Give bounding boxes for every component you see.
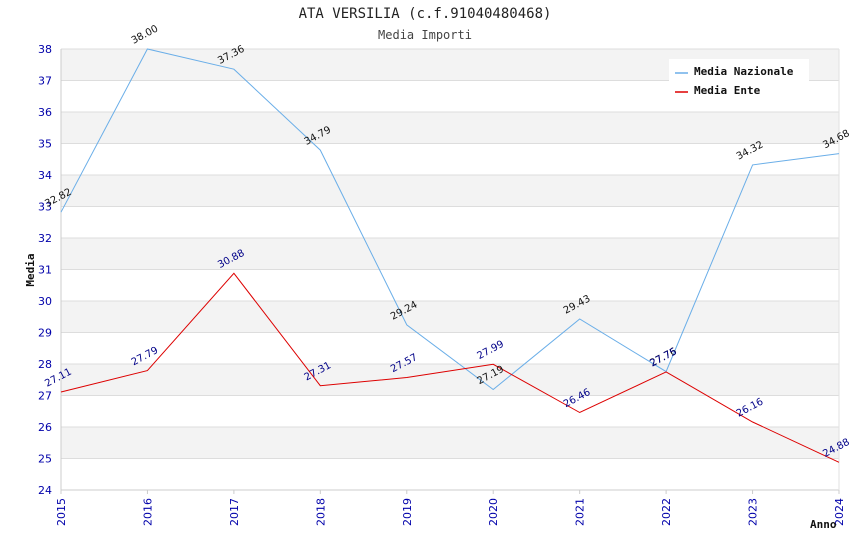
x-tick-label: 2024 <box>833 498 846 526</box>
grid-band <box>61 112 839 144</box>
background-bands <box>61 49 839 459</box>
y-tick-label: 24 <box>38 484 52 497</box>
x-tick-label: 2022 <box>660 498 673 526</box>
x-tick-label: 2023 <box>747 498 760 526</box>
x-tick-labels: 2015 2016 2017 2018 2019 2020 2021 2022 2023 2024 <box>55 498 846 526</box>
grid-band <box>61 364 839 396</box>
y-axis-label: Media <box>24 253 37 286</box>
legend: Media Nazionale Media Ente <box>669 59 809 101</box>
legend-box <box>669 59 809 101</box>
y-tick-label: 27 <box>38 390 52 403</box>
x-axis-label: Anno <box>810 518 837 531</box>
grid-band <box>61 238 839 270</box>
y-tick-label: 28 <box>38 358 52 371</box>
y-tick-label: 33 <box>38 201 52 214</box>
x-tick-label: 2019 <box>401 498 414 526</box>
y-tick-label: 32 <box>38 232 52 245</box>
y-tick-label: 35 <box>38 138 52 151</box>
series-line-ente <box>60 272 840 463</box>
x-tick-label: 2015 <box>55 498 68 526</box>
x-tick-label: 2020 <box>487 498 500 526</box>
legend-label-nazionale: Media Nazionale <box>694 65 794 78</box>
x-tick-label: 2017 <box>228 498 241 526</box>
x-tick-label: 2016 <box>141 498 154 526</box>
data-label-nazionale: 38.00 <box>130 23 160 46</box>
grid-band <box>61 175 839 207</box>
y-tick-labels: 24 25 26 27 28 29 30 31 32 33 34 35 36 37 38 <box>38 43 52 497</box>
data-label-ente: 26.16 <box>735 396 765 419</box>
data-label-ente: 27.99 <box>475 339 505 362</box>
x-tick-label: 2021 <box>574 498 587 526</box>
y-tick-label: 30 <box>38 295 52 308</box>
grid-band <box>61 301 839 333</box>
grid-band <box>61 427 839 459</box>
series-line-nazionale <box>60 48 840 391</box>
y-tick-label: 38 <box>38 43 52 56</box>
y-tick-label: 25 <box>38 453 52 466</box>
gridlines <box>61 48 839 491</box>
axes <box>60 49 840 494</box>
series-lines <box>60 48 840 463</box>
y-tick-label: 26 <box>38 421 52 434</box>
chart-title: ATA VERSILIA (c.f.91040480468) <box>299 6 552 22</box>
y-tick-label: 29 <box>38 327 52 340</box>
y-tick-label: 31 <box>38 264 52 277</box>
y-tick-label: 36 <box>38 106 52 119</box>
y-tick-label: 34 <box>38 169 52 182</box>
x-tick-label: 2018 <box>314 498 327 526</box>
y-tick-label: 37 <box>38 75 52 88</box>
chart-subtitle: Media Importi <box>378 28 472 42</box>
legend-label-ente: Media Ente <box>694 84 761 97</box>
